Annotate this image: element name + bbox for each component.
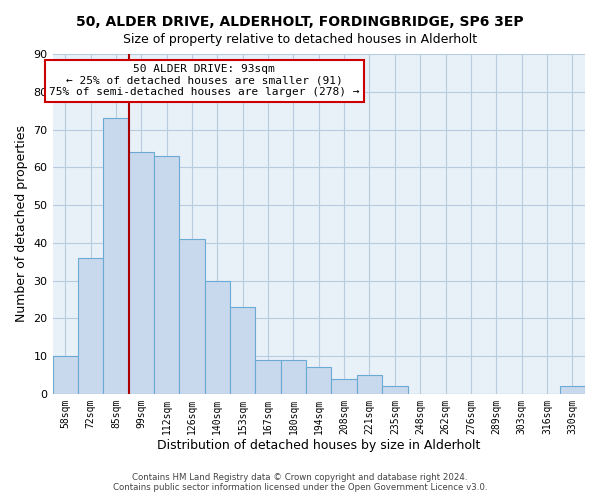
Bar <box>103 118 128 394</box>
Bar <box>53 356 78 394</box>
Bar <box>331 378 357 394</box>
Bar <box>128 152 154 394</box>
Text: Contains HM Land Registry data © Crown copyright and database right 2024.
Contai: Contains HM Land Registry data © Crown c… <box>113 473 487 492</box>
Bar <box>560 386 585 394</box>
Bar <box>179 239 205 394</box>
X-axis label: Distribution of detached houses by size in Alderholt: Distribution of detached houses by size … <box>157 440 481 452</box>
Bar <box>382 386 407 394</box>
Bar <box>306 368 331 394</box>
Y-axis label: Number of detached properties: Number of detached properties <box>15 126 28 322</box>
Bar <box>281 360 306 394</box>
Text: 50, ALDER DRIVE, ALDERHOLT, FORDINGBRIDGE, SP6 3EP: 50, ALDER DRIVE, ALDERHOLT, FORDINGBRIDG… <box>76 15 524 29</box>
Bar <box>230 307 256 394</box>
Bar <box>357 375 382 394</box>
Bar <box>78 258 103 394</box>
Text: Size of property relative to detached houses in Alderholt: Size of property relative to detached ho… <box>123 32 477 46</box>
Bar <box>154 156 179 394</box>
Bar <box>256 360 281 394</box>
Text: 50 ALDER DRIVE: 93sqm
← 25% of detached houses are smaller (91)
75% of semi-deta: 50 ALDER DRIVE: 93sqm ← 25% of detached … <box>49 64 359 98</box>
Bar <box>205 280 230 394</box>
